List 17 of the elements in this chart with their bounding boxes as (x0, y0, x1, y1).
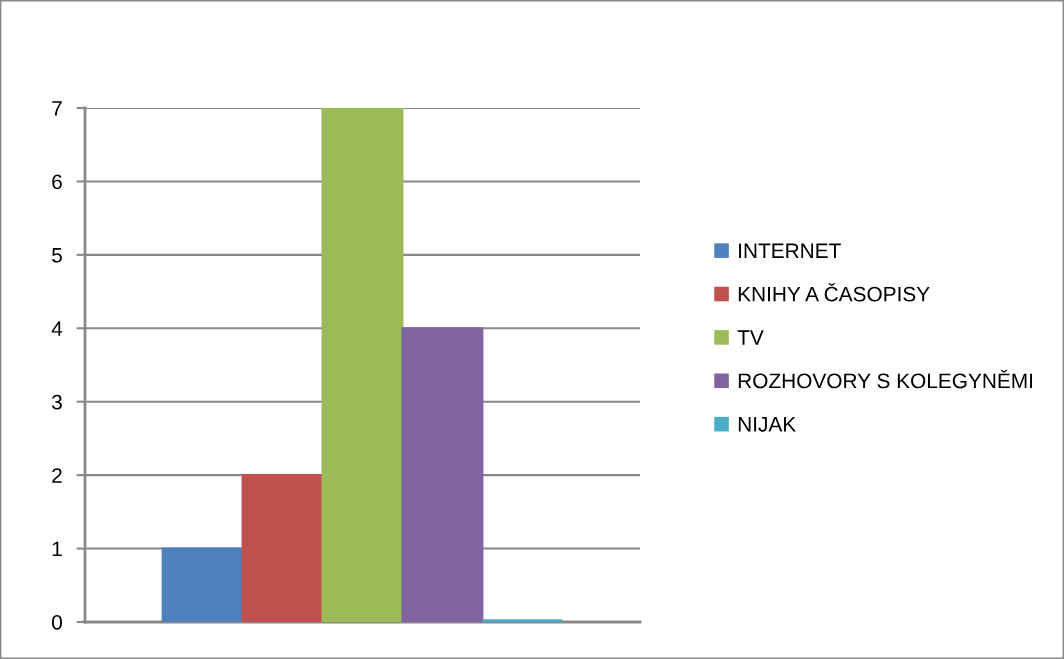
bar (161, 547, 244, 622)
legend-label: TV (737, 330, 764, 345)
bar (241, 474, 324, 622)
y-tick-label: 5 (52, 248, 62, 263)
y-tick-label: 4 (51, 321, 63, 336)
legend-label: NIJAK (738, 417, 796, 432)
bar (321, 108, 404, 622)
y-tick-label: 2 (52, 468, 62, 483)
y-tick-label: 3 (51, 394, 62, 410)
y-tick-label: 6 (52, 174, 62, 190)
y-tick-label: 7 (52, 101, 62, 116)
y-tick-label: 0 (52, 615, 62, 630)
legend-label: KNIHY A ČASOPISY (738, 283, 930, 302)
bar (401, 327, 484, 622)
legend-label: INTERNET (739, 243, 841, 258)
y-tick-label: 1 (52, 541, 62, 557)
legend-label: ROZHOVORY S KOLEGYNĚMI (738, 369, 1033, 389)
